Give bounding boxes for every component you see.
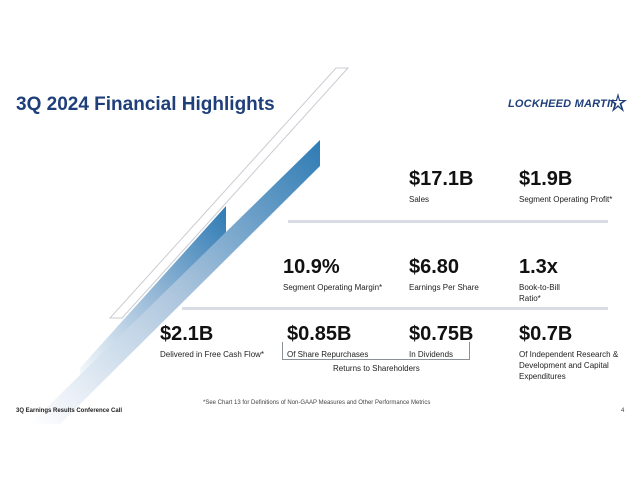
metric-value: 1.3x <box>519 256 558 278</box>
metric-value: $6.80 <box>409 256 460 278</box>
logo-wordmark: LOCKHEED MARTIN <box>508 98 619 110</box>
metric-value: $0.7B <box>519 323 573 345</box>
page-title: 3Q 2024 Financial Highlights <box>16 94 275 115</box>
returns-bracket <box>282 342 470 360</box>
metric-label: Segment Operating Profit* <box>519 195 613 204</box>
metric-label: Sales <box>409 195 430 204</box>
metric-label: Delivered in Free Cash Flow* <box>160 350 265 359</box>
company-logo: LOCKHEED MARTIN <box>508 92 627 118</box>
metric-label: Segment Operating Margin* <box>283 283 383 292</box>
metric-label: Of Independent Research & Development an… <box>519 350 619 381</box>
footer-title: 3Q Earnings Results Conference Call <box>16 408 123 414</box>
metric-share-repurchases: $0.85B Of Share Repurchases <box>287 323 368 360</box>
metric-sales: $17.1B Sales <box>409 168 474 205</box>
metric-label: Earnings Per Share <box>409 283 479 292</box>
page-number: 4 <box>621 408 625 414</box>
metric-earnings-per-share: $6.80 Earnings Per Share <box>409 256 479 293</box>
metric-research-and-capex: $0.7B Of Independent Research & Developm… <box>519 323 619 382</box>
metric-value: $0.75B <box>409 323 474 345</box>
metric-book-to-bill: 1.3x Book-to-Bill Ratio* <box>519 256 579 304</box>
metric-label: Of Share Repurchases <box>287 350 369 359</box>
metric-value: $17.1B <box>409 168 474 190</box>
metric-dividends: $0.75B In Dividends <box>409 323 474 360</box>
metric-segment-operating-margin: 10.9% Segment Operating Margin* <box>283 256 382 293</box>
metric-label: In Dividends <box>409 350 454 359</box>
metric-value: $2.1B <box>160 323 214 345</box>
metric-segment-operating-profit: $1.9B Segment Operating Profit* <box>519 168 612 205</box>
gradient-stripe-long <box>30 140 320 424</box>
outline-stripe <box>108 67 350 319</box>
metric-value: $1.9B <box>519 168 573 190</box>
divider-lower <box>182 307 608 310</box>
metric-label: Book-to-Bill Ratio* <box>519 283 560 303</box>
metric-value: 10.9% <box>283 256 340 278</box>
divider-upper <box>288 220 608 223</box>
metric-free-cash-flow: $2.1B Delivered in Free Cash Flow* <box>160 323 264 360</box>
footnote: *See Chart 13 for Definitions of Non-GAA… <box>203 400 431 406</box>
decorative-stripes <box>30 67 350 424</box>
star-icon <box>609 93 627 112</box>
metric-value: $0.85B <box>287 323 352 345</box>
slide: 3Q 2024 Financial Highlights LOCKHEED MA… <box>16 67 627 424</box>
returns-to-shareholders-label: Returns to Shareholders <box>333 364 420 373</box>
